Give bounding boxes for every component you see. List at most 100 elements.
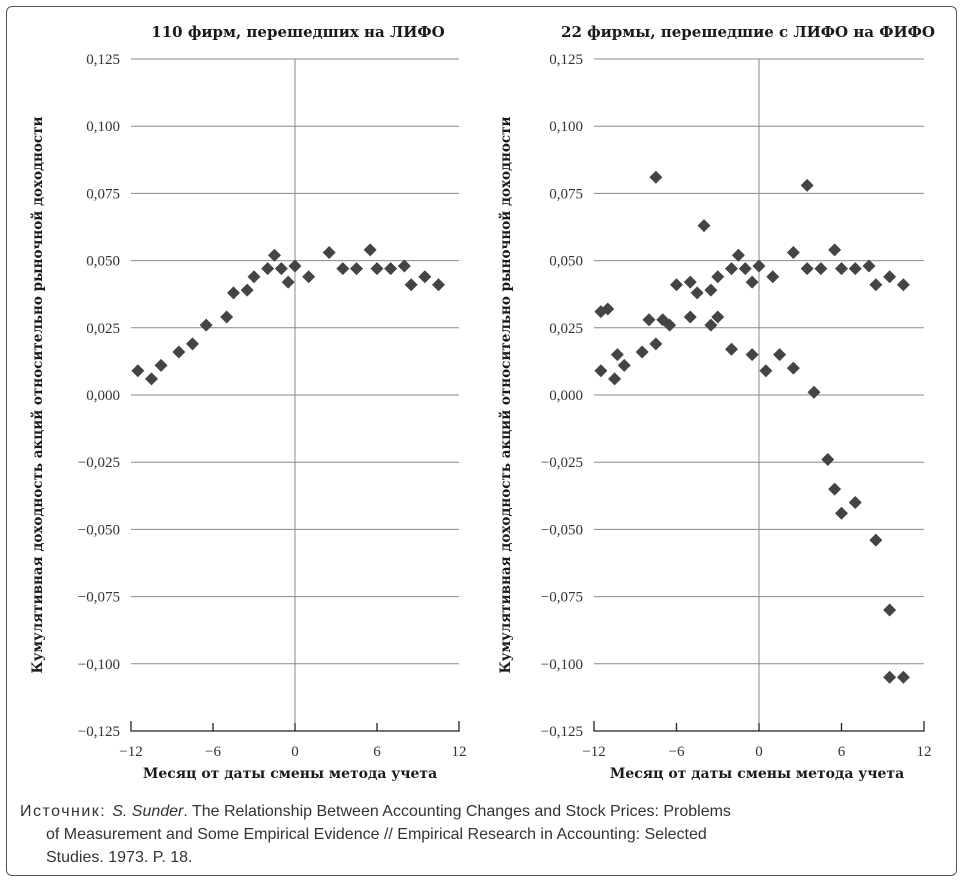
chart-2-data-point: [594, 364, 608, 378]
chart-2-data-point: [807, 385, 821, 399]
chart-2-data-point: [883, 270, 897, 284]
chart-1-y-tick-label: −0,050: [78, 522, 120, 538]
chart-2-data-point: [610, 348, 624, 362]
chart-1-x-tick-label: −12: [119, 744, 142, 760]
chart-2-data-point: [617, 358, 631, 372]
chart-2-x-tick-label: −6: [669, 744, 685, 760]
chart-1-x-tick-label: −6: [205, 744, 221, 760]
chart-1-data-point: [384, 262, 398, 276]
chart-2-data-point: [773, 348, 787, 362]
source-note: Источник: S. Sunder. The Relationship Be…: [20, 800, 945, 869]
chart-1-data-point: [145, 372, 158, 386]
chart-1-y-tick-label: −0,100: [78, 657, 120, 673]
chart-2-data-point: [704, 318, 718, 332]
chart-1-data-point: [172, 345, 186, 359]
chart-2-data-point: [697, 219, 711, 233]
chart-2-y-tick-label: 0,075: [549, 186, 583, 202]
chart-2-data-point: [814, 262, 828, 276]
chart-2-data-point: [656, 313, 670, 327]
chart-1-data-point: [274, 262, 288, 276]
chart-1-data-point: [404, 278, 418, 292]
chart-2-data-point: [711, 310, 725, 324]
chart-2-data-point: [725, 262, 738, 276]
chart-1-y-tick-label: 0,100: [86, 119, 120, 135]
chart-1-y-tick-label: −0,025: [78, 455, 120, 471]
chart-1-data-point: [302, 270, 316, 284]
chart-2-data-point: [704, 283, 718, 297]
chart-2-x-tick-label: 6: [838, 744, 846, 760]
chart-2-y-axis-label: Кумулятивная доходность акций относитель…: [498, 116, 514, 673]
chart-1-data-point: [154, 358, 168, 372]
chart-2-y-tick-label: 0,125: [549, 52, 583, 68]
chart-1-title: 110 фирм, перешедших на ЛИФО: [151, 23, 444, 41]
chart-2-data-point: [683, 275, 697, 289]
chart-1-y-tick-label: 0,050: [86, 254, 120, 270]
chart-2-x-tick-label: 12: [917, 744, 932, 760]
chart-2-y-tick-label: 0,100: [549, 119, 583, 135]
source-lead: Источник:: [20, 803, 113, 820]
chart-1-data-point: [350, 262, 363, 276]
chart-2-data-point: [828, 482, 842, 496]
chart-2-data-point: [683, 310, 697, 324]
chart-2-x-tick-label: 0: [755, 744, 763, 760]
chart-2-data-point: [800, 262, 814, 276]
chart-2-data-point: [848, 496, 862, 510]
chart-1-data-point: [322, 246, 336, 260]
chart-1-y-tick-label: 0,125: [86, 52, 120, 68]
chart-1-data-point: [247, 270, 261, 284]
chart-1-x-axis-label: Месяц от даты смены метода учета: [143, 766, 437, 782]
chart-2-data-point: [635, 345, 649, 359]
chart-2-data-point: [642, 313, 656, 327]
chart-1-y-tick-label: 0,075: [86, 186, 120, 202]
source-line-1: Источник: S. Sunder. The Relationship Be…: [20, 800, 945, 823]
chart-2-data-point: [731, 248, 745, 262]
chart-2-x-axis-label: Месяц от даты смены метода учета: [610, 766, 904, 782]
charts-svg: 110 фирм, перешедших на ЛИФО 0,125 0,100 0,…: [30, 23, 935, 782]
chart-2-data-point: [786, 361, 800, 375]
chart-2-y-tick-label: −0,025: [541, 455, 583, 471]
source-line-1-rest: . The Relationship Between Accounting Ch…: [183, 803, 731, 820]
chart-2-data-point: [883, 603, 897, 617]
chart-2-data-point: [608, 372, 622, 386]
chart-1-x-tick-label: 12: [452, 744, 467, 760]
chart-2-data-point: [745, 275, 759, 289]
chart-2-data-point: [835, 262, 848, 276]
chart-2-y-tick-label: −0,100: [541, 657, 583, 673]
chart-1-y-axis-label: Кумулятивная доходность акций относитель…: [30, 116, 46, 673]
chart-1-data-point: [227, 286, 240, 300]
chart-2-data-point: [869, 533, 883, 547]
chart-2-data-point: [786, 246, 800, 260]
chart-1-y-tick-label: −0,075: [78, 590, 120, 606]
chart-2-title: 22 фирмы, перешедшие с ЛИФО на ФИФО: [561, 23, 935, 41]
chart-2-y-tick-label: 0,000: [549, 388, 583, 404]
chart-2-data-point: [752, 259, 766, 273]
chart-2-data-point: [848, 262, 862, 276]
chart-1-data-point: [370, 262, 384, 276]
chart-2-x-tick-label: −12: [582, 744, 605, 760]
chart-1-data-point: [268, 248, 281, 262]
chart-1-data-point: [199, 318, 213, 332]
chart-2-data-point: [828, 243, 842, 257]
chart-1-y-tick-label: 0,000: [86, 388, 120, 404]
chart-2-y-tick-label: 0,025: [549, 321, 583, 337]
chart-1-data-point: [261, 262, 275, 276]
chart-1-data-point: [220, 310, 234, 324]
chart-1-y-tick-label: 0,025: [86, 321, 120, 337]
chart-2-data-point: [738, 262, 752, 276]
chart-2-data-point: [862, 259, 876, 273]
chart-1-data-point: [336, 262, 350, 276]
chart-2-data-point: [883, 670, 897, 684]
chart-2-data-point: [835, 506, 848, 520]
chart-1-data-point: [418, 270, 432, 284]
source-line-2: of Measurement and Some Empirical Eviden…: [46, 826, 707, 843]
chart-1-data-point: [186, 337, 199, 351]
chart-2-data-point: [601, 302, 615, 316]
chart-1-data-point: [397, 259, 411, 273]
source-line-3: Studies. 1973. P. 18.: [46, 849, 193, 866]
chart-2-data-point: [649, 337, 663, 351]
chart-1-data-point: [432, 278, 445, 292]
chart-2-data-point: [711, 270, 725, 284]
chart-1-y-tick-label: −0,125: [78, 724, 120, 740]
chart-2-data-point: [766, 270, 780, 284]
chart-2-data-point: [800, 178, 814, 192]
